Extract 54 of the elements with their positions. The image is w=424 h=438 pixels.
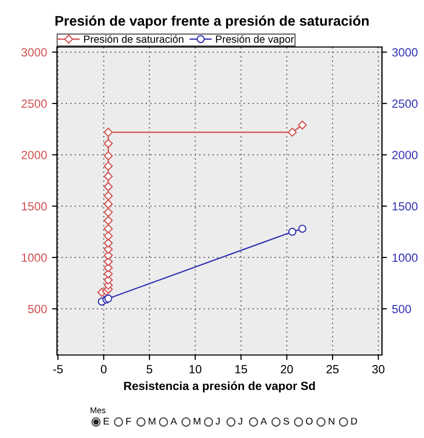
x-tick-label: 5 — [146, 365, 152, 374]
point — [104, 224, 113, 234]
point — [104, 191, 113, 200]
point — [104, 172, 113, 181]
point — [288, 128, 297, 137]
x-tick-label: 20 — [280, 365, 293, 374]
point — [104, 216, 113, 225]
x-tick-label: 30 — [372, 365, 384, 374]
x-tick-label: 10 — [190, 365, 202, 374]
point — [298, 120, 307, 130]
y2-tick-label: 1500 — [392, 202, 418, 211]
point — [104, 151, 113, 160]
y-tick-label: 3000 — [21, 48, 47, 57]
point — [104, 182, 113, 192]
text: Mes — [90, 407, 106, 414]
text: O — [306, 418, 313, 425]
point — [104, 162, 113, 171]
y2-tick-label: 2500 — [392, 100, 418, 108]
x-tick-label: 25 — [326, 365, 339, 374]
point — [298, 224, 306, 233]
point — [288, 228, 296, 236]
point — [104, 208, 113, 217]
text: M — [194, 418, 200, 425]
y2-tick-label: 500 — [392, 304, 411, 314]
point — [104, 128, 113, 137]
y2-tick-label: 1000 — [392, 254, 418, 262]
point — [104, 231, 113, 240]
text: J — [238, 418, 242, 425]
y2-tick-label: 2000 — [392, 150, 418, 160]
y-tick-label: 2000 — [22, 150, 47, 160]
text: M — [148, 418, 156, 425]
text: A — [260, 418, 267, 425]
text: N — [328, 418, 334, 425]
y2-tick-label: 3000 — [392, 48, 418, 57]
x-tick-label: 15 — [235, 365, 248, 374]
point — [104, 238, 113, 248]
y-tick-label: 1000 — [22, 254, 47, 262]
point — [104, 139, 113, 148]
x-tick-label: 0 — [100, 365, 107, 374]
point — [104, 200, 113, 209]
text: E — [104, 418, 110, 425]
text: D — [351, 418, 358, 425]
text: J — [216, 418, 220, 425]
x-tick-label: -5 — [53, 365, 63, 374]
legend-label: Presión de saturación — [84, 35, 184, 43]
text: A — [170, 418, 177, 425]
text: S — [283, 418, 290, 425]
legend-label: Presión de vapor — [216, 35, 294, 45]
y-tick-label: 500 — [28, 304, 47, 314]
chart-title: Presión de vapor frente a presión de saturación — [55, 15, 369, 29]
y-tick-label: 2500 — [22, 100, 47, 108]
x-axis-title: Resistencia a presión de vapor Sd — [124, 381, 315, 392]
y-tick-label: 1500 — [22, 202, 47, 211]
text: F — [126, 418, 132, 425]
